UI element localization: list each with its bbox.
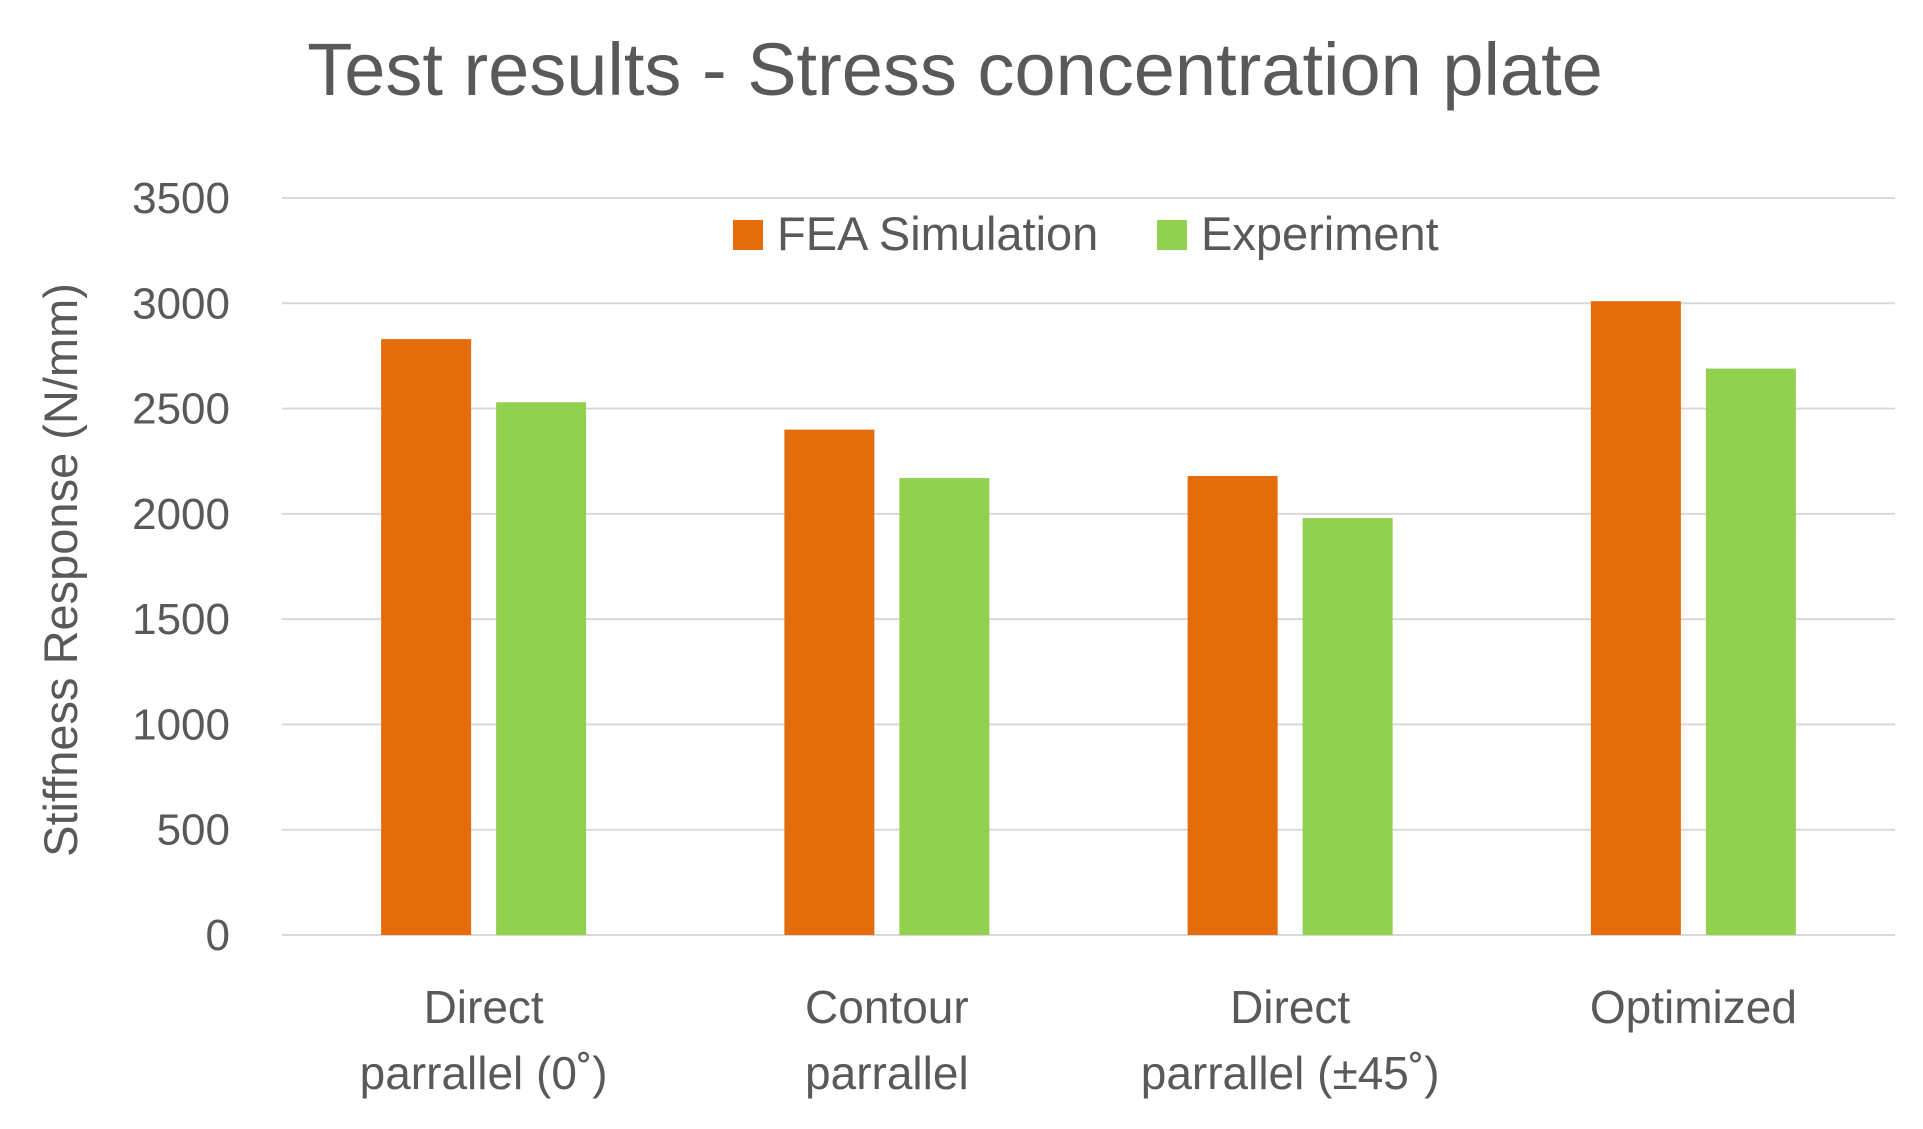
bar-experiment [1302, 518, 1393, 935]
y-tick-label: 3500 [132, 174, 230, 223]
bar-fea-simulation [381, 339, 472, 935]
bar-experiment [496, 402, 587, 935]
y-tick-label: 1000 [132, 700, 230, 749]
bar-experiment [1705, 368, 1796, 935]
x-category-label: Direct [424, 981, 544, 1033]
y-tick-label: 0 [206, 911, 230, 960]
x-category-label: Optimized [1590, 981, 1797, 1033]
chart-title: Test results - Stress concentration plat… [307, 28, 1603, 111]
y-tick-label: 3000 [132, 279, 230, 328]
y-tick-label: 500 [157, 806, 230, 855]
x-category-label: Contour [805, 981, 969, 1033]
legend: FEA Simulation Experiment [733, 207, 1439, 260]
legend-swatch [733, 220, 763, 250]
legend-label: FEA Simulation [777, 207, 1098, 260]
y-axis-ticks: 0 500 1000 1500 2000 2500 3000 3500 [132, 174, 230, 960]
legend-swatch [1157, 220, 1187, 250]
y-tick-label: 1500 [132, 595, 230, 644]
x-category-label: parrallel [805, 1047, 969, 1099]
x-category-label: parrallel (0˚) [360, 1047, 608, 1099]
x-category-label: parrallel (±45˚) [1141, 1047, 1440, 1099]
x-category-label: Direct [1230, 981, 1350, 1033]
y-tick-label: 2500 [132, 385, 230, 434]
bar-experiment [899, 478, 990, 935]
x-axis-categories: Direct parrallel (0˚) Contour parrallel Dire… [360, 981, 1797, 1099]
bars [381, 301, 1796, 935]
bar-fea-simulation [1187, 475, 1278, 935]
bar-fea-simulation [784, 429, 875, 935]
y-axis-label: Stiffness Response (N/mm) [34, 283, 87, 857]
legend-label: Experiment [1201, 207, 1439, 260]
bar-fea-simulation [1590, 301, 1681, 935]
y-tick-label: 2000 [132, 490, 230, 539]
